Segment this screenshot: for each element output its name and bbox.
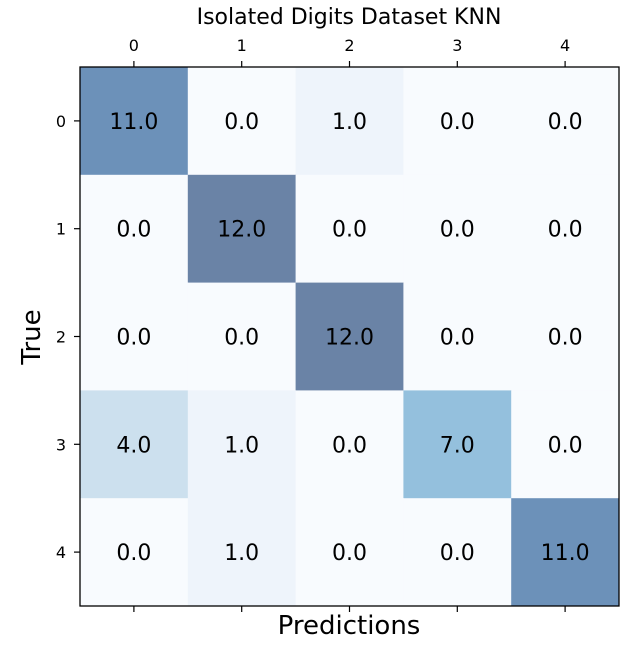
cell-value-label-r3-c0: 4.0 — [116, 433, 151, 458]
heatmap-cell-r1-c3 — [403, 174, 512, 284]
heatmap-cell-r2-c2 — [295, 282, 404, 391]
heatmap-cell-r0-c0 — [80, 67, 189, 176]
y-tick-label-1: 1 — [56, 220, 66, 239]
y-tick-label-3: 3 — [56, 435, 66, 454]
cell-value-label-r1-c2: 0.0 — [332, 218, 367, 243]
heatmap-cell-r4-c3 — [403, 498, 512, 607]
cell-value-label-r3-c2: 0.0 — [332, 433, 367, 458]
heatmap-cell-r3-c0 — [80, 390, 189, 499]
chart-title: Isolated Digits Dataset KNN — [197, 5, 502, 30]
cell-value-label-r4-c1: 1.0 — [224, 541, 259, 566]
heatmap-cell-r1-c1 — [187, 174, 297, 284]
y-tick-label-2: 2 — [56, 328, 66, 347]
cell-value-label-r2-c1: 0.0 — [224, 326, 259, 351]
cell-value-label-r0-c0: 11.0 — [109, 110, 158, 135]
heatmap-cell-r0-c1 — [187, 67, 297, 176]
cell-value-label-r1-c0: 0.0 — [116, 218, 151, 243]
cell-value-label-r2-c3: 0.0 — [440, 326, 475, 351]
cell-value-label-r1-c3: 0.0 — [440, 218, 475, 243]
cell-value-label-r4-c0: 0.0 — [116, 541, 151, 566]
cell-value-label-r0-c2: 1.0 — [332, 110, 367, 135]
cell-value-label-r4-c3: 0.0 — [440, 541, 475, 566]
heatmap-cell-r4-c0 — [80, 498, 189, 607]
cell-value-label-r0-c1: 0.0 — [224, 110, 259, 135]
heatmap-cell-r1-c2 — [295, 174, 404, 284]
heatmap-cell-r2-c1 — [187, 282, 297, 391]
heatmap-cell-r4-c4 — [511, 498, 620, 607]
heatmap-cell-r3-c3 — [403, 390, 512, 499]
x-tick-label-4: 4 — [560, 36, 570, 55]
cell-value-label-r0-c4: 0.0 — [548, 110, 583, 135]
x-axis-ticks: 0 1 2 3 4 — [129, 36, 570, 612]
cell-value-label-r2-c4: 0.0 — [548, 326, 583, 351]
heatmap-cell-r3-c2 — [295, 390, 404, 499]
heatmap-cell-r1-c0 — [80, 174, 189, 284]
heatmap-cell-r1-c4 — [511, 174, 620, 284]
x-tick-label-2: 2 — [344, 36, 354, 55]
cell-value-label-r1-c4: 0.0 — [548, 218, 583, 243]
heatmap-cell-r2-c4 — [511, 282, 620, 391]
x-tick-label-1: 1 — [237, 36, 247, 55]
y-axis-label: True — [17, 309, 47, 365]
heatmap-cell-r3-c4 — [511, 390, 620, 499]
cell-value-label-r3-c4: 0.0 — [548, 433, 583, 458]
cell-value-label-r2-c0: 0.0 — [116, 326, 151, 351]
heatmap-cell-r2-c3 — [403, 282, 512, 391]
cell-value-label-r0-c3: 0.0 — [440, 110, 475, 135]
cell-value-label-r4-c2: 0.0 — [332, 541, 367, 566]
heatmap-cell-r0-c4 — [511, 67, 620, 176]
heatmap-cell-r0-c2 — [295, 67, 404, 176]
heatmap-cell-r2-c0 — [80, 282, 189, 391]
heatmap-cells — [80, 67, 620, 607]
heatmap-cell-r4-c1 — [187, 498, 297, 607]
cell-value-label-r1-c1: 12.0 — [217, 218, 266, 243]
cell-value-label-r3-c1: 1.0 — [224, 433, 259, 458]
cell-value-label-r4-c4: 11.0 — [541, 541, 590, 566]
y-tick-label-0: 0 — [56, 112, 66, 131]
heatmap-cell-r3-c1 — [187, 390, 297, 499]
y-tick-label-4: 4 — [56, 543, 66, 562]
x-axis-label: Predictions — [278, 611, 421, 641]
y-axis-ticks: 0 1 2 3 4 — [56, 112, 80, 562]
heatmap-cell-labels: 11.0 0.0 1.0 0.0 0.0 0.0 12.0 0.0 0.0 0.0 0.0 0.0 12… — [109, 110, 589, 566]
heatmap-cell-r0-c3 — [403, 67, 512, 176]
cell-value-label-r3-c3: 7.0 — [440, 433, 475, 458]
x-tick-label-0: 0 — [129, 36, 139, 55]
cell-value-label-r2-c2: 12.0 — [325, 326, 374, 351]
x-tick-label-3: 3 — [452, 36, 462, 55]
heatmap-cell-r4-c2 — [295, 498, 404, 607]
